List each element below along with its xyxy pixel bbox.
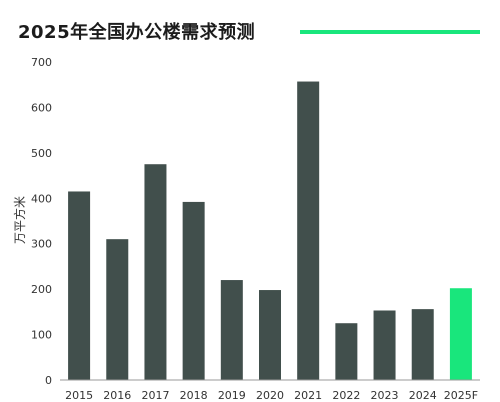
x-tick-label: 2016 — [103, 389, 131, 402]
y-tick-label: 600 — [31, 101, 52, 114]
bar-2016 — [106, 239, 129, 380]
y-tick-label: 500 — [31, 147, 52, 160]
y-tick-label: 700 — [31, 56, 52, 69]
x-tick-label: 2024 — [409, 389, 437, 402]
y-tick-label: 100 — [31, 329, 52, 342]
x-tick-label: 2017 — [141, 389, 169, 402]
y-tick-label: 300 — [31, 238, 52, 251]
x-tick-label: 2023 — [371, 389, 399, 402]
bar-2025f — [449, 288, 472, 380]
x-axis-ticks: 2015 2016 2017 2018 2019 2020 2021 2022 2023 2024… — [65, 389, 478, 402]
bar-2021 — [297, 81, 320, 380]
accent-line — [300, 30, 480, 34]
bars — [68, 81, 472, 380]
y-axis-ticks: 0 100 200 300 400 500 600 700 — [31, 56, 52, 387]
bar-2024 — [411, 309, 434, 380]
bar-2022 — [335, 323, 358, 380]
x-tick-label: 2022 — [332, 389, 360, 402]
x-tick-label: 2018 — [180, 389, 208, 402]
x-tick-label: 2025F — [444, 389, 478, 402]
bar-2017 — [144, 164, 167, 380]
y-axis-label: 万平方米 — [12, 196, 27, 244]
y-tick-label: 0 — [45, 374, 52, 387]
bar-2019 — [220, 280, 243, 380]
x-tick-label: 2021 — [294, 389, 322, 402]
bar-2023 — [373, 310, 396, 380]
x-tick-label: 2015 — [65, 389, 93, 402]
y-axis-label-group: 万平方米 — [12, 196, 27, 244]
bar-2018 — [182, 201, 205, 380]
bar-2020 — [259, 290, 281, 380]
chart-title: 2025年全国办公楼需求预测 — [18, 22, 256, 43]
bar-2015 — [68, 191, 91, 380]
x-tick-label: 2019 — [218, 389, 246, 402]
y-tick-label: 200 — [31, 283, 52, 296]
x-tick-label: 2020 — [256, 389, 284, 402]
y-tick-label: 400 — [31, 192, 52, 205]
